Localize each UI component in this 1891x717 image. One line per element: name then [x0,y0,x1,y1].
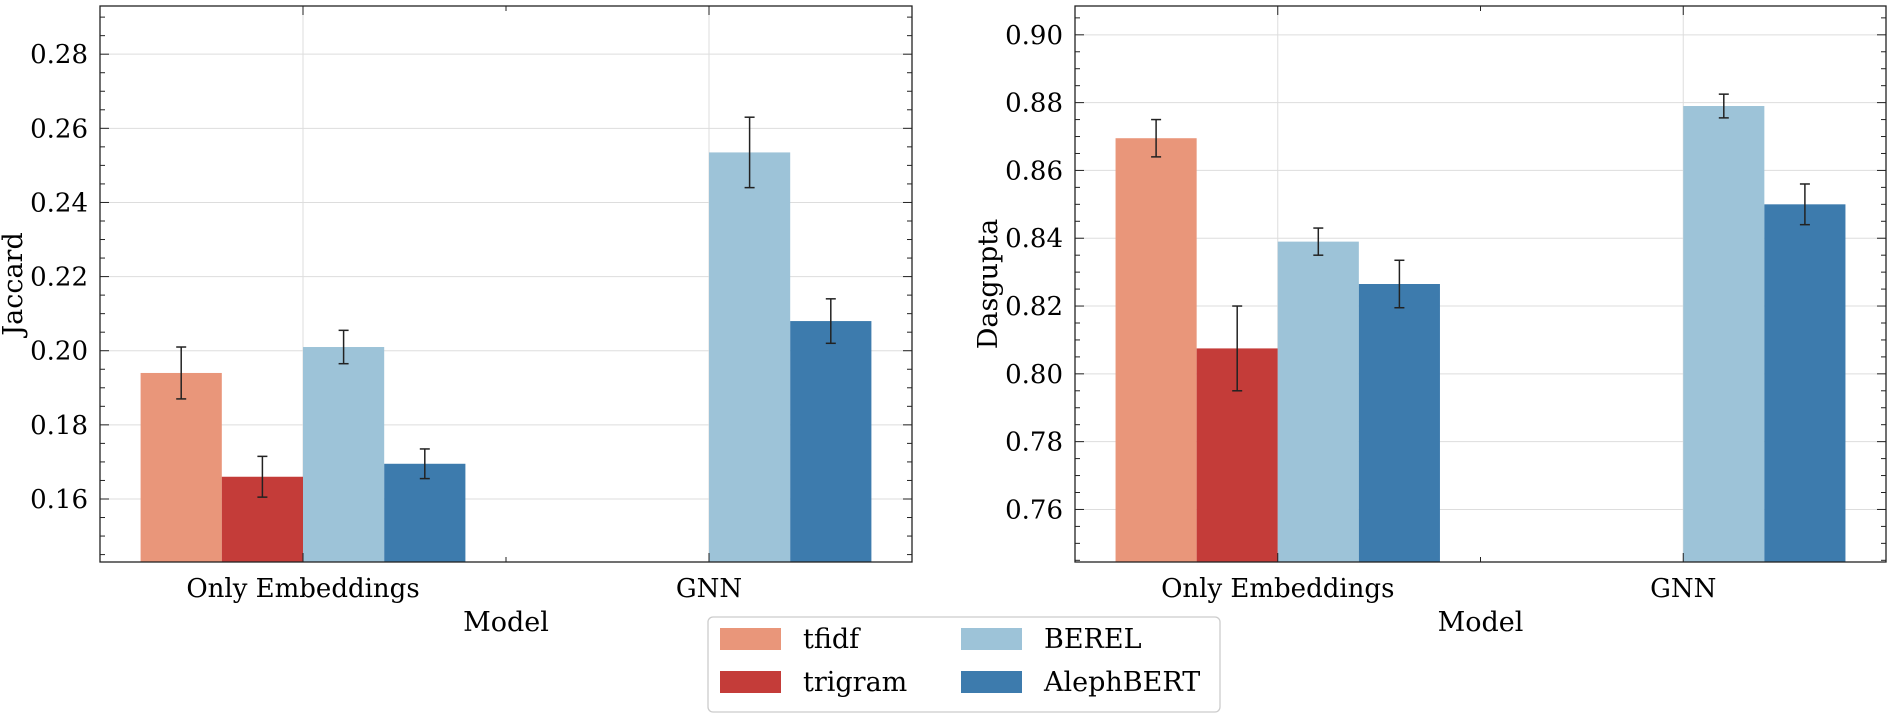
dasgupta-ytick-label: 0.84 [1005,224,1063,254]
legend-swatch-alephbert [961,671,1022,693]
chart-legend: tfidf trigram BEREL AlephBERT [707,616,1221,713]
dasgupta-errorbar-berel-only-embeddings [1313,227,1324,256]
dasgupta-xtick-label: GNN [1650,574,1716,604]
legend-swatch-tfidf [720,628,781,650]
dasgupta-bar-tfidf-only-embeddings [1115,138,1197,562]
legend-swatch-berel [961,628,1022,650]
jaccard-ytick-label: 0.26 [30,114,88,144]
dasgupta-ytick-label: 0.86 [1005,156,1063,186]
jaccard-errorbar-trigram-only-embeddings [257,455,268,498]
dasgupta-errorbar-alephbert-gnn [1799,183,1810,226]
jaccard-bar-tfidf-only-embeddings [140,372,222,562]
legend-label-trigram: trigram [803,667,907,698]
jaccard-bar-berel-only-embeddings [303,347,385,562]
jaccard-ytick-label: 0.28 [30,40,88,70]
dasgupta-ytick-label: 0.90 [1005,21,1063,51]
jaccard-errorbar-berel-only-embeddings [338,329,349,365]
dasgupta-x-axis-label: Model [1438,607,1524,638]
dasgupta-errorbar-trigram-only-embeddings [1232,305,1243,392]
dasgupta-bar-alephbert-gnn [1764,204,1846,562]
dasgupta-bar-berel-gnn [1683,106,1765,562]
dasgupta-errorbar-tfidf-only-embeddings [1151,118,1162,158]
dasgupta-chart: 0.76 0.78 0.80 0.82 0.84 0.86 0.88 0.90 Only Emb… [973,5,1887,638]
jaccard-ytick-label: 0.20 [30,337,88,367]
jaccard-errorbar-alephbert-gnn [825,298,836,345]
jaccard-errorbar-tfidf-only-embeddings [176,346,187,400]
jaccard-errorbar-berel-gnn [744,116,755,189]
dasgupta-errorbar-berel-gnn [1718,93,1729,119]
jaccard-bar-berel-gnn [709,152,791,562]
jaccard-ytick-label: 0.18 [30,411,88,441]
dasgupta-y-axis-label: Dasgupta [973,219,1004,350]
jaccard-ytick-label: 0.24 [30,188,88,218]
jaccard-y-axis-label: Jaccard [0,232,29,338]
legend-label-alephbert: AlephBERT [1043,667,1200,698]
jaccard-x-axis-label: Model [463,607,549,638]
dasgupta-bar-berel-only-embeddings [1277,241,1359,562]
jaccard-bar-alephbert-gnn [790,321,872,562]
jaccard-bar-alephbert-only-embeddings [384,463,466,562]
dasgupta-ytick-label: 0.88 [1005,89,1063,119]
legend-swatch-trigram [720,671,781,693]
dasgupta-ytick-label: 0.78 [1005,428,1063,458]
dasgupta-ytick-label: 0.82 [1005,292,1063,322]
dasgupta-xtick-label: Only Embeddings [1161,574,1394,604]
legend-label-berel: BEREL [1044,624,1142,655]
jaccard-ytick-label: 0.16 [30,485,88,515]
legend-label-tfidf: tfidf [803,624,861,655]
jaccard-xtick-label: GNN [676,574,742,604]
jaccard-ytick-label: 0.22 [30,263,88,293]
dasgupta-errorbar-alephbert-only-embeddings [1394,259,1405,309]
jaccard-xtick-label: Only Embeddings [186,574,419,604]
jaccard-errorbar-alephbert-only-embeddings [419,448,430,480]
jaccard-chart: 0.16 0.18 0.20 0.22 0.24 0.26 0.28 Only Embeddi… [0,5,913,638]
dasgupta-ytick-label: 0.76 [1005,495,1063,525]
dasgupta-ytick-label: 0.80 [1005,360,1063,390]
legend-frame [707,616,1221,713]
dasgupta-bar-alephbert-only-embeddings [1358,284,1440,562]
